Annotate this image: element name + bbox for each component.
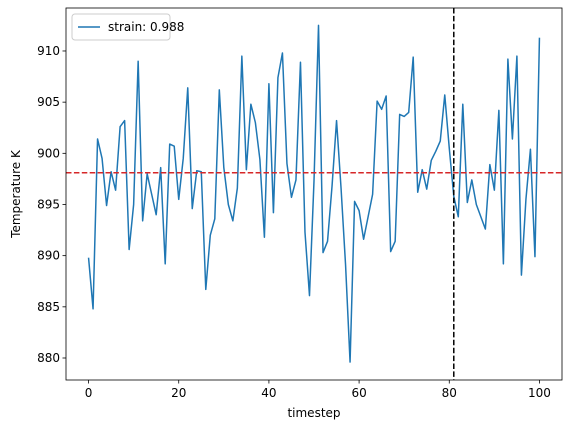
y-tick-label: 895 xyxy=(37,197,60,211)
plot-frame xyxy=(65,7,563,381)
y-tick-label: 905 xyxy=(37,95,60,109)
x-tick-label: 0 xyxy=(85,386,93,400)
data-line xyxy=(87,24,541,363)
x-axis-label: timestep xyxy=(287,406,340,420)
y-tick-label: 880 xyxy=(37,351,60,365)
x-tick-label: 80 xyxy=(442,386,457,400)
y-tick-label: 910 xyxy=(37,44,60,58)
x-tick-label: 100 xyxy=(528,386,551,400)
y-tick-label: 885 xyxy=(37,300,60,314)
x-tick-label: 20 xyxy=(171,386,186,400)
y-tick-label: 900 xyxy=(37,146,60,160)
y-tick-label: 890 xyxy=(37,249,60,263)
y-axis-label: Temperature K xyxy=(9,149,23,239)
x-tick-label: 60 xyxy=(351,386,366,400)
legend-box xyxy=(71,13,171,41)
legend-label: strain: 0.988 xyxy=(108,20,184,34)
x-tick-label: 40 xyxy=(261,386,276,400)
